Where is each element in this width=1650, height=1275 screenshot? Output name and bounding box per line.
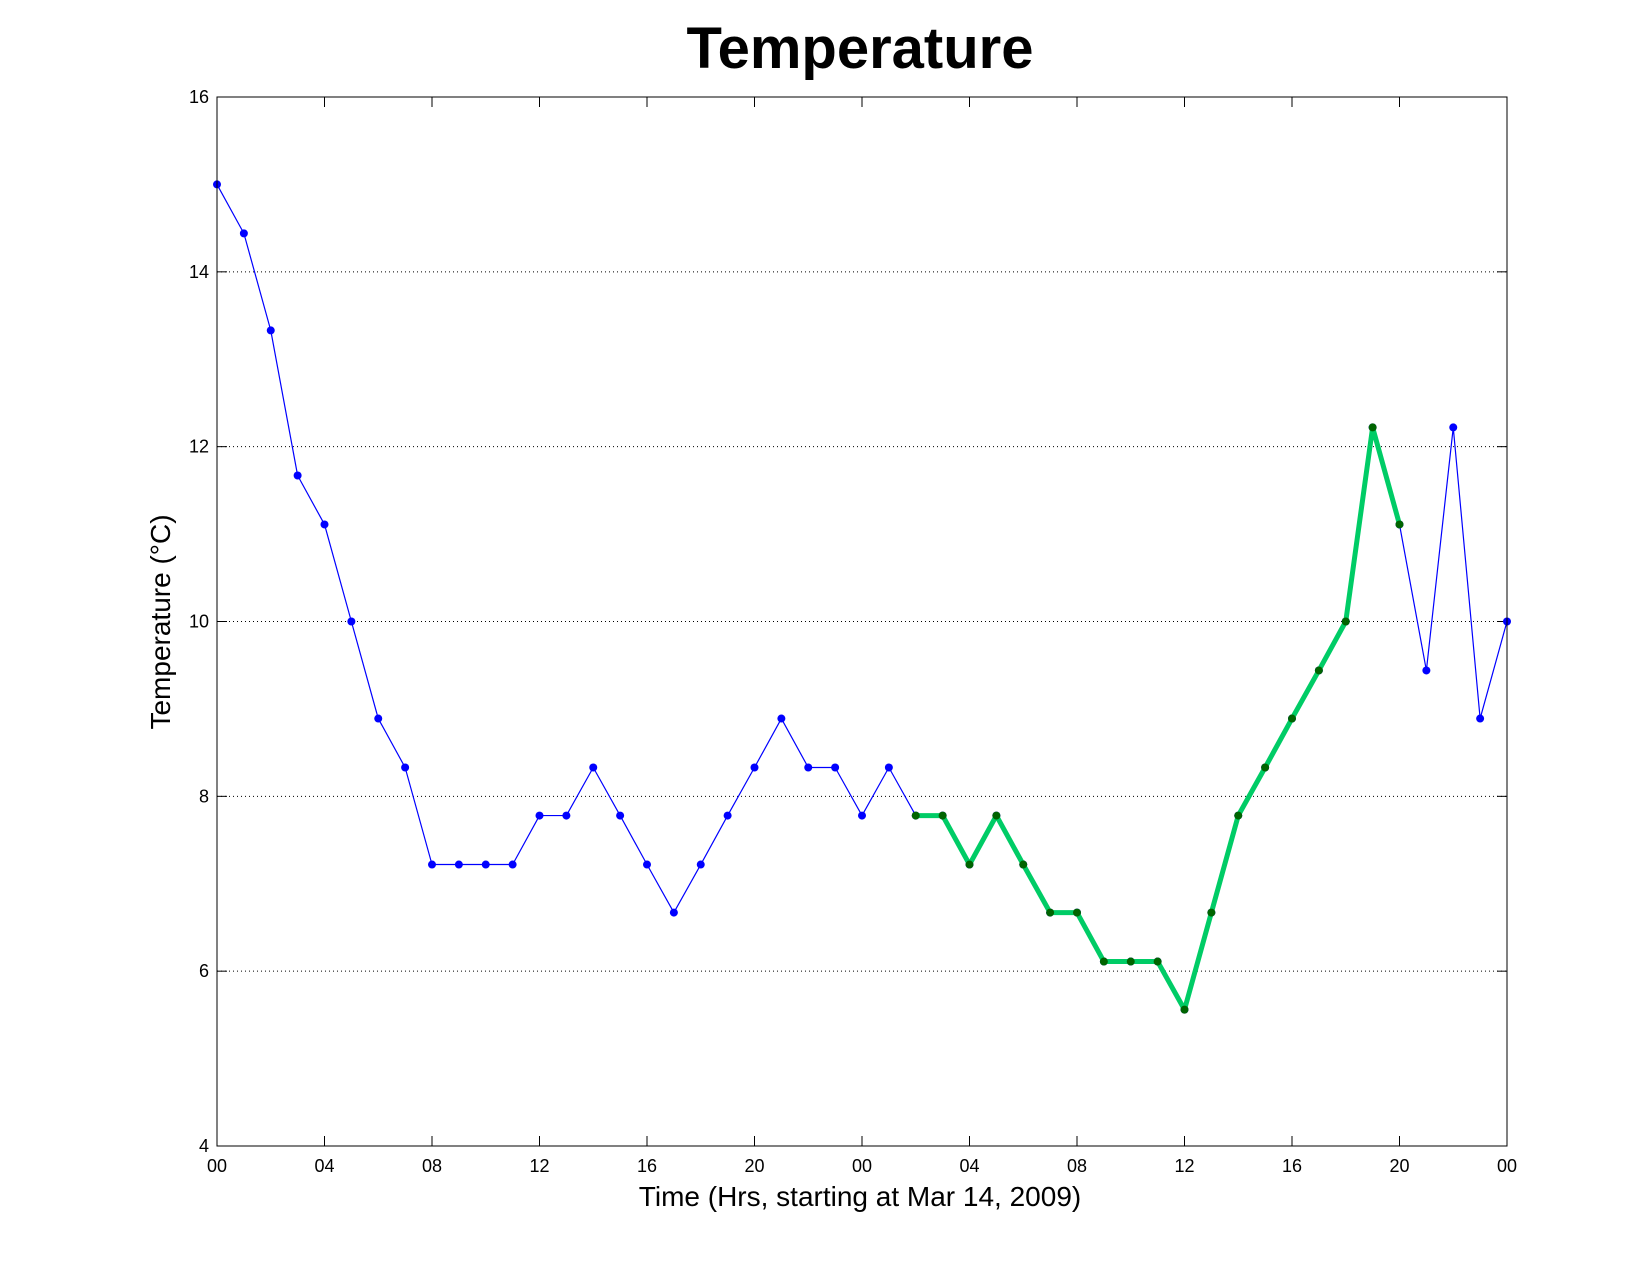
data-point: [1422, 666, 1431, 675]
data-point: [1314, 666, 1323, 675]
grid-lines: [217, 271, 1507, 972]
data-point: [938, 811, 947, 820]
data-point: [1046, 908, 1055, 917]
data-point: [858, 811, 866, 820]
data-point: [1207, 908, 1216, 917]
data-point: [239, 229, 248, 238]
x-tick-label: 16: [637, 1156, 657, 1176]
data-point: [884, 763, 893, 772]
data-point: [616, 811, 625, 820]
data-point: [669, 908, 678, 917]
data-point: [831, 763, 840, 772]
chart-title: Temperature: [686, 16, 1033, 81]
x-tick-label: 08: [422, 1156, 442, 1176]
data-point: [454, 860, 463, 869]
data-point: [1073, 908, 1081, 917]
x-tick-label: 16: [1282, 1156, 1302, 1176]
data-point: [750, 763, 759, 772]
x-tick-label: 00: [1497, 1156, 1517, 1176]
data-point: [1126, 957, 1135, 966]
data-point: [965, 860, 974, 869]
x-tick-label: 20: [1389, 1156, 1409, 1176]
data-point: [1099, 957, 1108, 966]
data-point: [428, 860, 436, 869]
y-tick-label: 14: [189, 262, 209, 282]
data-series: [213, 180, 1511, 1014]
data-point: [1476, 714, 1485, 723]
data-point: [266, 326, 275, 335]
series-line: [216, 184, 1508, 1011]
data-point: [804, 763, 813, 772]
y-tick-label: 6: [199, 961, 209, 981]
data-point: [535, 811, 544, 820]
x-tick-label: 04: [314, 1156, 334, 1176]
data-point: [1368, 423, 1377, 432]
y-axis-label: Temperature (°C): [145, 514, 176, 729]
data-point: [589, 763, 598, 772]
data-point: [508, 860, 517, 869]
data-point: [1153, 957, 1162, 966]
data-point: [1449, 423, 1458, 432]
data-point: [1395, 520, 1404, 529]
data-point: [1341, 617, 1350, 626]
data-point: [1288, 714, 1296, 723]
y-tick-label: 8: [199, 786, 209, 806]
tick-labels: 4 6 8 10 12 14 16 00 04 08 12 16 20 00 04 08 12 16 20 00: [189, 87, 1517, 1176]
y-tick-label: 10: [189, 612, 209, 632]
data-point: [1234, 811, 1243, 820]
x-tick-label: 12: [1174, 1156, 1194, 1176]
x-tick-label: 00: [852, 1156, 872, 1176]
y-tick-label: 12: [189, 437, 209, 457]
x-tick-label: 20: [744, 1156, 764, 1176]
x-tick-label: 00: [207, 1156, 227, 1176]
x-axis-label: Time (Hrs, starting at Mar 14, 2009): [639, 1181, 1081, 1212]
data-point: [1180, 1005, 1189, 1014]
data-point: [320, 520, 329, 529]
y-tick-label: 4: [199, 1136, 209, 1156]
x-tick-label: 04: [959, 1156, 979, 1176]
data-point: [1261, 763, 1270, 772]
data-point: [374, 714, 383, 723]
data-point: [401, 763, 410, 772]
data-point: [643, 860, 651, 869]
data-point: [481, 860, 490, 869]
data-point: [696, 860, 705, 869]
series-line: [915, 424, 1402, 1013]
x-tick-label: 08: [1067, 1156, 1087, 1176]
data-point: [1019, 860, 1028, 869]
data-point: [562, 811, 571, 820]
data-point: [992, 811, 1001, 820]
x-tick-label: 12: [529, 1156, 549, 1176]
y-tick-label: 16: [189, 87, 209, 107]
data-point: [777, 714, 786, 723]
data-point: [347, 617, 356, 626]
data-point: [723, 811, 732, 820]
data-point: [293, 471, 302, 480]
plot-frame: [216, 96, 1508, 1147]
data-point: [911, 811, 920, 820]
